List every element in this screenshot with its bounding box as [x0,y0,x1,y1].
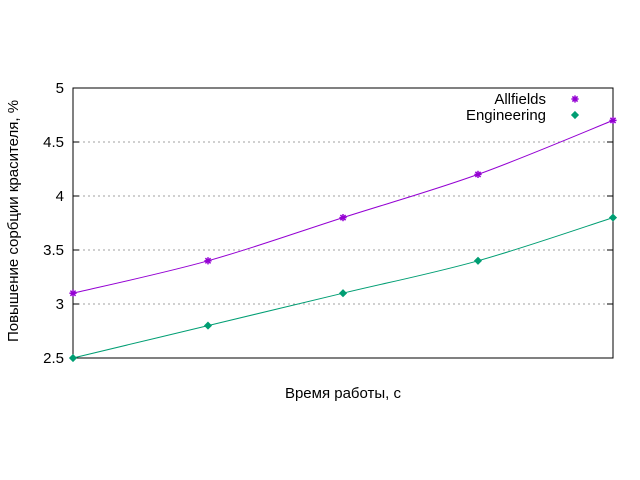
y-tick-label: 3.5 [43,242,64,259]
legend-marker [571,95,579,103]
series-engineering [68,213,618,363]
data-point [474,170,482,178]
data-point [204,257,212,265]
series-line [72,119,614,294]
data-point [68,353,78,363]
data-point [473,256,483,265]
y-tick-label: 4 [56,188,64,205]
series-line [72,217,614,359]
data-point [609,116,617,124]
series-allfields [69,116,617,297]
data-point [203,321,213,330]
data-point [339,214,347,222]
x-axis-label: Время работы, с [285,385,402,402]
y-tick-label: 2.5 [43,350,64,367]
y-axis-label: Повышение сорбции красителя, % [5,100,22,342]
plot-frame [72,87,614,359]
y-axis-ticks: 2.5 3 3.5 4 4.5 5 [43,80,613,367]
legend-label: Engineering [466,107,546,124]
grid [73,141,613,305]
y-tick-label: 3 [56,296,64,313]
legend-marker [570,110,580,120]
data-point [608,213,618,222]
legend-label: Allfields [494,91,546,108]
y-tick-label: 5 [56,80,64,97]
series [68,116,618,363]
data-point [69,289,77,297]
y-tick-label: 4.5 [43,134,64,151]
data-point [338,289,348,298]
